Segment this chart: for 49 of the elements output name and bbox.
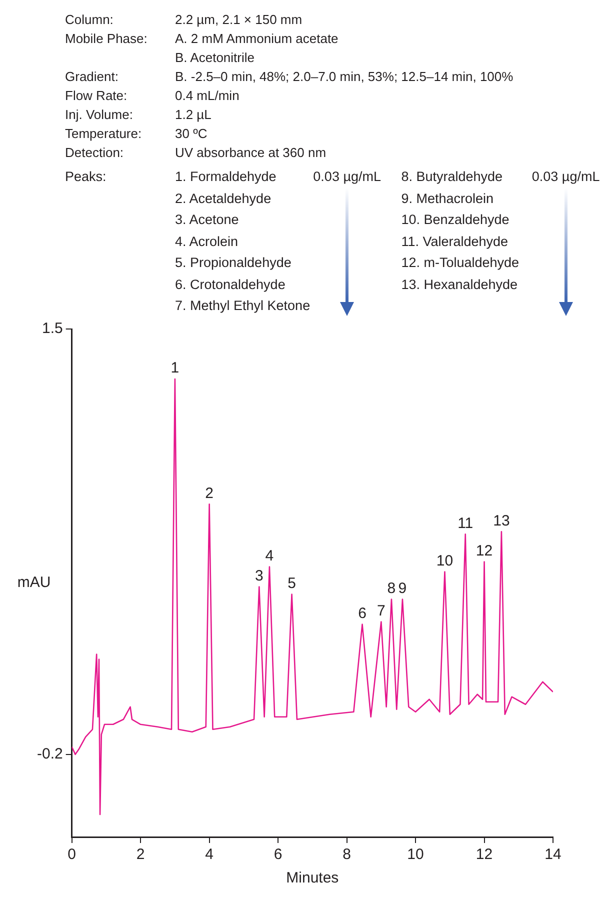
text: 7. Methyl Ethyl Ketone <box>175 297 310 315</box>
text: 2. Acetaldehyde <box>175 190 272 208</box>
text: 4. Acrolein <box>175 232 240 250</box>
annotation: 11 <box>458 514 474 532</box>
text: B. Acetonitrile <box>175 49 254 67</box>
y-axis-title: mAU <box>17 574 51 591</box>
annotation: 13 <box>493 512 510 529</box>
text: 10. Benzaldehyde <box>401 211 510 229</box>
annotation: 4 <box>265 546 274 564</box>
y-tick-label: -0.2 <box>36 745 63 762</box>
text: 8. Butyraldehyde <box>401 168 504 186</box>
annotation: 10 <box>436 552 454 569</box>
x-tick-label: 8 <box>342 846 351 863</box>
x-tick-label: 0 <box>68 846 76 863</box>
text: 9. Methacrolein <box>401 190 494 208</box>
text: Temperature: 30 ºC <box>65 126 208 141</box>
annotation: 12 <box>476 542 493 559</box>
annotation: 3 <box>254 566 264 584</box>
annotation: 6 <box>358 604 366 622</box>
x-tick-label: 12 <box>476 846 493 863</box>
text: 12. m-Tolualdehyde <box>401 254 520 272</box>
x-tick-label: 4 <box>205 846 214 863</box>
x-tick-label: 14 <box>544 846 562 863</box>
annotation: 7 <box>376 602 386 619</box>
text: 11. Valeraldehyde <box>401 232 510 251</box>
y-tick-label: 1.5 <box>42 320 63 337</box>
annotation: 2 <box>205 484 214 502</box>
text: Peaks: <box>65 168 108 186</box>
text: Mobile Phase: A. 2 mM Ammonium acetate <box>65 31 338 46</box>
x-tick-label: 2 <box>136 846 145 863</box>
text: Inj. Volume: 1.2 µL <box>65 107 212 122</box>
annotation: 5 <box>288 574 296 592</box>
text: Detection: UV absorbance at 360 nm <box>65 145 326 160</box>
text: Gradient: B. -2.5–0 min, 48%; 2.0–7.0 min, 53%; 12.5–14 min, 100% <box>65 69 514 84</box>
text: 0.03 µg/mL <box>532 168 600 186</box>
annotation: 8 <box>387 579 396 596</box>
text: 5. Propionaldehyde <box>175 254 292 272</box>
text: Column: 2.2 µm, 2.1 × 150 mm <box>65 12 302 27</box>
annotation: 1 <box>170 359 180 376</box>
text: 1. Formaldehyde <box>175 168 278 186</box>
x-axis-title: Minutes <box>286 869 339 886</box>
annotation: 9 <box>398 579 407 596</box>
text: 6. Crotonaldehyde <box>175 276 286 294</box>
text: 13. Hexanaldehyde <box>401 276 519 294</box>
text: 0.03 µg/mL <box>313 168 381 186</box>
text: 3. Acetone <box>175 211 240 229</box>
x-tick-label: 10 <box>407 846 424 863</box>
text: Flow Rate: 0.4 mL/min <box>65 88 240 103</box>
x-tick-label: 6 <box>274 846 282 863</box>
